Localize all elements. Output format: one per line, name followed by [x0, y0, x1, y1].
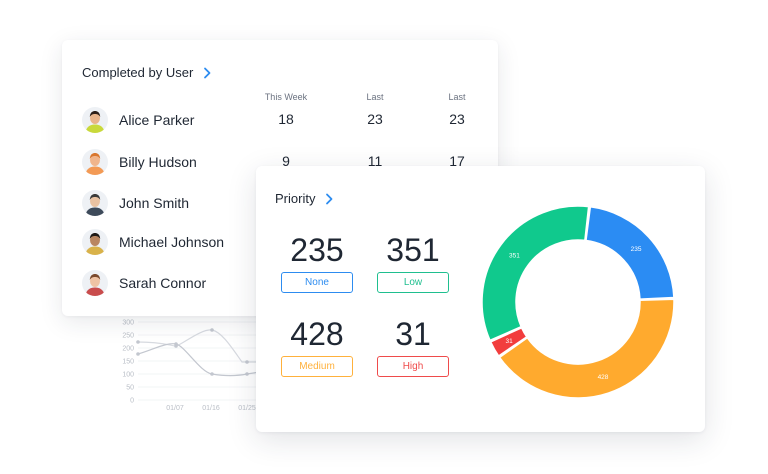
user-count-last-2: 23	[449, 111, 465, 127]
bg-chart-y-tick: 300	[122, 320, 134, 327]
donut-label-medium: 428	[598, 374, 609, 381]
avatar	[82, 107, 108, 133]
chevron-right-icon[interactable]	[325, 193, 334, 205]
user-count-last-1: 11	[367, 153, 383, 169]
donut-slice-high[interactable]	[489, 326, 528, 358]
user-row: Sarah Connor	[82, 269, 206, 297]
priority-badge-medium[interactable]: Medium	[281, 356, 353, 377]
bg-chart-y-tick: 50	[126, 385, 134, 392]
user-name: Alice Parker	[119, 112, 195, 128]
donut-label-low: 351	[509, 252, 520, 259]
priority-badge-high[interactable]: High	[377, 356, 449, 377]
donut-label-high: 31	[506, 338, 514, 345]
bg-chart-y-tick: 250	[122, 333, 134, 340]
user-name: John Smith	[119, 195, 190, 211]
bg-chart-y-tick: 100	[122, 372, 134, 379]
column-header-last: Last	[366, 92, 384, 102]
priority-stat-low: 351 Low	[377, 232, 449, 293]
completed-by-user-title[interactable]: Completed by User	[82, 65, 212, 80]
user-count-this-week: 9	[282, 153, 290, 169]
bg-chart-y-tick: 150	[122, 359, 134, 366]
priority-value-medium: 428	[290, 316, 344, 352]
donut-slice-medium[interactable]	[498, 298, 675, 399]
priority-title[interactable]: Priority	[275, 191, 334, 206]
priority-value-high: 31	[395, 316, 431, 352]
priority-stat-high: 31 High	[377, 316, 449, 377]
user-row: Alice Parker	[82, 106, 194, 134]
user-row: Michael Johnson	[82, 228, 224, 256]
chevron-right-icon[interactable]	[203, 67, 212, 79]
priority-badge-none[interactable]: None	[281, 272, 353, 293]
user-name: Michael Johnson	[119, 234, 225, 250]
avatar	[82, 190, 108, 216]
user-name: Sarah Connor	[119, 275, 207, 291]
user-count-last-2: 17	[449, 153, 465, 169]
priority-title-text: Priority	[275, 191, 316, 206]
priority-value-low: 351	[386, 232, 440, 268]
user-count-last-1: 23	[367, 111, 383, 127]
background-line-chart: 300 250 200 150 100 50 0 01/07 01/16 01/25	[122, 320, 272, 412]
user-name: Billy Hudson	[119, 154, 197, 170]
user-count-this-week: 18	[278, 111, 294, 127]
priority-card: Priority 235 None 351 Low 428 Medium 31 …	[256, 166, 705, 432]
bg-chart-x-tick: 01/25	[238, 405, 256, 412]
bg-chart-y-tick: 0	[130, 398, 134, 405]
avatar	[82, 149, 108, 175]
donut-slice-low[interactable]	[481, 205, 590, 342]
donut-slice-none[interactable]	[585, 205, 675, 300]
donut-label-none: 235	[631, 246, 642, 253]
avatar	[82, 270, 108, 296]
completed-by-user-title-text: Completed by User	[82, 65, 194, 80]
priority-stat-medium: 428 Medium	[281, 316, 353, 377]
priority-badge-low[interactable]: Low	[377, 272, 449, 293]
bg-chart-x-tick: 01/07	[166, 405, 184, 412]
column-header-this-week: This Week	[264, 92, 308, 102]
column-header-last-2: Last	[448, 92, 466, 102]
priority-donut-chart: 235 428 31 351	[481, 205, 675, 399]
avatar	[82, 229, 108, 255]
bg-chart-x-tick: 01/16	[202, 405, 220, 412]
user-row: John Smith	[82, 189, 189, 217]
bg-chart-y-tick: 200	[122, 346, 134, 353]
priority-value-none: 235	[290, 232, 344, 268]
priority-stat-none: 235 None	[281, 232, 353, 293]
user-row: Billy Hudson	[82, 148, 197, 176]
